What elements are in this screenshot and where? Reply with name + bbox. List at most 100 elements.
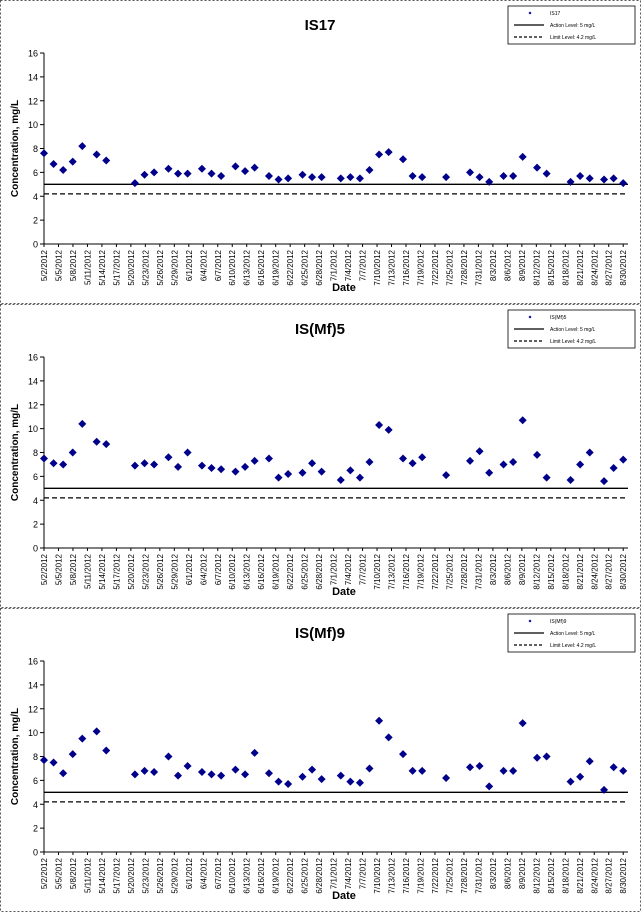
data-point: [585, 174, 594, 183]
x-tick-label: 6/13/2012: [243, 553, 252, 589]
data-point: [518, 152, 527, 161]
x-tick-label: 5/23/2012: [141, 553, 150, 589]
y-tick-label: 12: [28, 400, 38, 410]
y-tick-label: 16: [28, 657, 38, 667]
x-tick-label: 8/18/2012: [561, 249, 570, 285]
x-tick-label: 7/10/2012: [373, 249, 382, 285]
data-point: [509, 171, 518, 180]
data-point: [298, 772, 307, 781]
data-point: [231, 765, 240, 774]
x-tick-label: 8/12/2012: [532, 857, 541, 893]
data-point: [284, 469, 293, 478]
data-point: [375, 421, 384, 430]
x-tick-label: 5/17/2012: [112, 553, 121, 589]
x-tick-label: 5/20/2012: [127, 553, 136, 589]
x-tick-label: 5/20/2012: [127, 857, 136, 893]
chart-panel: IS(Mf)9 0 2 4 6 8 10 12 14 16 Concentration, mg/L 5…: [0, 608, 641, 912]
x-tick-label: 6/19/2012: [272, 553, 281, 589]
x-tick-label: 8/15/2012: [547, 249, 556, 285]
x-tick-label: 8/3/2012: [489, 857, 498, 889]
x-tick-label: 6/13/2012: [243, 249, 252, 285]
data-point: [619, 455, 628, 464]
x-tick-label: 8/21/2012: [576, 249, 585, 285]
x-tick-label: 8/6/2012: [503, 857, 512, 889]
x-tick-label: 6/1/2012: [185, 553, 194, 585]
data-point: [442, 471, 451, 480]
legend-entry: Limit Level: 4.2 mg/L: [550, 339, 596, 345]
data-point: [355, 778, 364, 787]
x-tick-label: 6/7/2012: [214, 553, 223, 585]
data-point: [274, 777, 283, 786]
x-tick-label: 8/9/2012: [518, 553, 527, 585]
x-tick-label: 5/23/2012: [141, 249, 150, 285]
data-point: [600, 477, 609, 486]
legend-marker: [528, 11, 532, 15]
data-point: [264, 171, 273, 180]
y-tick-label: 6: [33, 472, 38, 482]
x-tick-label: 6/22/2012: [286, 553, 295, 589]
y-tick-label: 6: [33, 776, 38, 786]
data-point: [150, 168, 159, 177]
data-point: [609, 464, 618, 473]
x-tick-label: 8/27/2012: [605, 249, 614, 285]
data-point: [241, 167, 250, 176]
x-tick-label: 6/19/2012: [272, 857, 281, 893]
data-point: [336, 475, 345, 484]
data-point: [40, 149, 48, 158]
x-tick-label: 5/2/2012: [40, 857, 49, 889]
data-point: [384, 733, 393, 742]
y-axis-label: Concentration, mg/L: [10, 708, 21, 805]
x-tick-label: 5/14/2012: [98, 857, 107, 893]
x-tick-label: 8/18/2012: [561, 857, 570, 893]
y-tick-label: 4: [33, 192, 38, 202]
data-point: [68, 157, 77, 166]
data-point: [174, 771, 183, 780]
x-tick-label: 7/4/2012: [344, 249, 353, 281]
x-tick-label: 6/16/2012: [257, 249, 266, 285]
data-point: [518, 719, 527, 728]
data-point: [59, 769, 68, 778]
data-point: [150, 460, 159, 469]
data-point: [231, 162, 240, 171]
data-point: [418, 453, 427, 462]
y-tick-label: 6: [33, 168, 38, 178]
x-tick-label: 8/24/2012: [590, 857, 599, 893]
x-tick-label: 7/19/2012: [416, 553, 425, 589]
x-tick-label: 6/7/2012: [214, 857, 223, 889]
x-tick-label: 8/30/2012: [619, 249, 628, 285]
data-point: [241, 462, 250, 471]
x-tick-label: 5/26/2012: [156, 857, 165, 893]
y-tick-label: 2: [33, 216, 38, 226]
data-point: [68, 448, 77, 457]
x-tick-label: 6/28/2012: [315, 857, 324, 893]
data-point: [317, 467, 326, 476]
data-point: [566, 777, 575, 786]
legend-entry: IS(Mf)5: [550, 315, 567, 321]
data-point: [197, 768, 206, 777]
x-tick-label: 6/22/2012: [286, 249, 295, 285]
x-tick-label: 7/28/2012: [460, 857, 469, 893]
data-point: [68, 750, 77, 759]
data-point: [274, 473, 283, 482]
panel-border: [0, 304, 641, 608]
data-point: [130, 179, 139, 188]
x-axis-label: Date: [332, 890, 356, 902]
x-tick-label: 5/23/2012: [141, 857, 150, 893]
data-point: [164, 164, 173, 173]
data-point: [619, 179, 628, 188]
y-tick-label: 10: [28, 120, 38, 130]
data-point: [346, 466, 355, 475]
y-tick-label: 12: [28, 704, 38, 714]
data-point: [264, 454, 273, 463]
y-tick-label: 0: [33, 240, 38, 250]
x-tick-label: 7/25/2012: [445, 553, 454, 589]
x-tick-label: 6/10/2012: [228, 553, 237, 589]
x-tick-label: 7/16/2012: [402, 249, 411, 285]
x-tick-label: 6/28/2012: [315, 249, 324, 285]
x-tick-label: 8/21/2012: [576, 553, 585, 589]
y-tick-label: 8: [33, 144, 38, 154]
y-tick-label: 4: [33, 496, 38, 506]
data-point: [384, 425, 393, 434]
data-point: [207, 770, 216, 779]
